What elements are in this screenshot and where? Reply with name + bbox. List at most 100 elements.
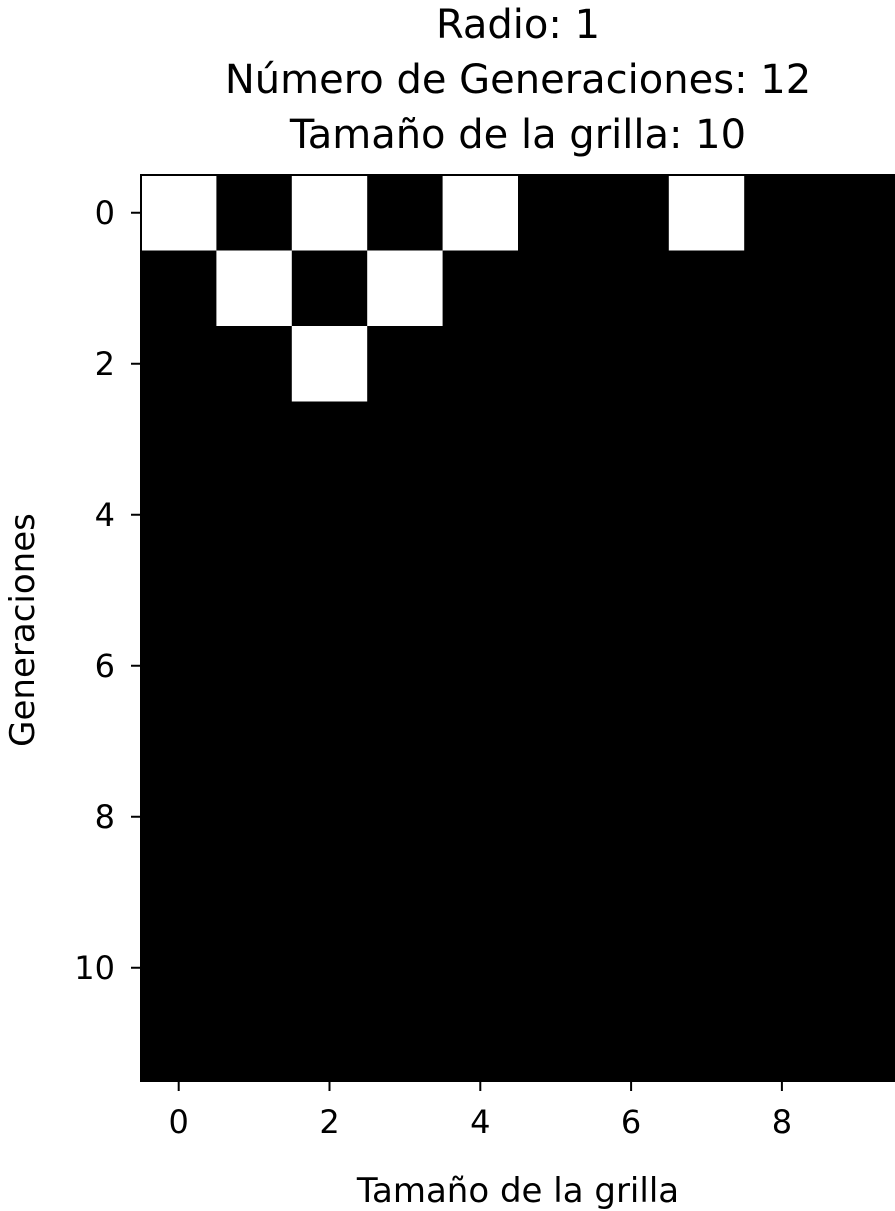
- heatmap-cell-r9-c8: [744, 854, 821, 931]
- heatmap-cell-r0-c7: [668, 175, 745, 252]
- heatmap-cell-r8-c1: [216, 779, 293, 856]
- heatmap-cell-r7-c5: [518, 703, 594, 780]
- heatmap-cell-r3-c4: [442, 401, 519, 478]
- heatmap-cell-r11-c7: [668, 1005, 745, 1082]
- heatmap-cell-r5-c2: [291, 552, 368, 629]
- heatmap-cell-r8-c9: [819, 779, 895, 856]
- heatmap-cell-r1-c3: [367, 250, 444, 327]
- heatmap-cell-r8-c5: [518, 779, 594, 856]
- heatmap-cell-r1-c2: [291, 250, 368, 327]
- y-tick-label-2: 2: [95, 345, 115, 383]
- heatmap-cell-r2-c7: [668, 326, 745, 403]
- heatmap-cell-r7-c9: [819, 703, 895, 780]
- heatmap-cell-r9-c9: [819, 854, 895, 931]
- y-tick-label-6: 6: [95, 647, 115, 685]
- y-tick-label-4: 4: [95, 496, 115, 534]
- heatmap-cell-r4-c6: [593, 477, 670, 554]
- heatmap-cell-r9-c2: [291, 854, 368, 931]
- heatmap-cell-r11-c6: [593, 1005, 670, 1082]
- heatmap-cell-r1-c1: [216, 250, 293, 327]
- heatmap-cell-r3-c5: [518, 401, 594, 478]
- x-tick-label-6: 6: [621, 1103, 641, 1141]
- heatmap-cell-r3-c1: [216, 401, 293, 478]
- heatmap-cell-r6-c5: [518, 628, 594, 705]
- heatmap-cell-r3-c8: [744, 401, 821, 478]
- heatmap-cell-r2-c1: [216, 326, 293, 403]
- y-axis-label: Generaciones: [3, 513, 43, 747]
- heatmap-cell-r4-c1: [216, 477, 293, 554]
- x-tick-label-8: 8: [772, 1103, 792, 1141]
- heatmap-cell-r3-c0: [141, 401, 217, 478]
- heatmap-cell-r10-c4: [442, 930, 519, 1007]
- heatmap-cell-r11-c5: [518, 1005, 594, 1082]
- heatmap-cell-r6-c1: [216, 628, 293, 705]
- heatmap-cell-r8-c2: [291, 779, 368, 856]
- heatmap-cell-r6-c3: [367, 628, 444, 705]
- heatmap-cell-r3-c9: [819, 401, 895, 478]
- heatmap-cell-r5-c1: [216, 552, 293, 629]
- heatmap-cell-r1-c0: [141, 250, 217, 327]
- y-tick-label-8: 8: [95, 798, 115, 836]
- heatmap-cell-r0-c8: [744, 175, 821, 252]
- y-tick-label-10: 10: [74, 949, 115, 987]
- heatmap-cell-r10-c9: [819, 930, 895, 1007]
- heatmap-cell-r0-c0: [141, 175, 217, 252]
- heatmap-cell-r2-c8: [744, 326, 821, 403]
- heatmap-cell-r8-c0: [141, 779, 217, 856]
- heatmap-cell-r2-c4: [442, 326, 519, 403]
- heatmap-cell-r5-c4: [442, 552, 519, 629]
- heatmap-cell-r4-c0: [141, 477, 217, 554]
- heatmap-cell-r4-c3: [367, 477, 444, 554]
- heatmap-cell-r3-c2: [291, 401, 368, 478]
- heatmap-cell-r11-c1: [216, 1005, 293, 1082]
- heatmap-cell-r0-c5: [518, 175, 594, 252]
- heatmap-cell-r5-c0: [141, 552, 217, 629]
- heatmap-cell-r7-c3: [367, 703, 444, 780]
- heatmap-cell-r10-c1: [216, 930, 293, 1007]
- heatmap-cell-r4-c4: [442, 477, 519, 554]
- heatmap-cell-r5-c8: [744, 552, 821, 629]
- heatmap-cell-r10-c6: [593, 930, 670, 1007]
- heatmap-cell-r5-c7: [668, 552, 745, 629]
- heatmap-cell-r10-c3: [367, 930, 444, 1007]
- title-line-3: Tamaño de la grilla: 10: [289, 112, 746, 158]
- heatmap-cell-r0-c3: [367, 175, 444, 252]
- heatmap-cell-r2-c3: [367, 326, 444, 403]
- heatmap-cell-r2-c5: [518, 326, 594, 403]
- heatmap-cell-r7-c1: [216, 703, 293, 780]
- heatmap-cell-r5-c6: [593, 552, 670, 629]
- plot-frame: [140, 174, 895, 1082]
- heatmap-cell-r11-c9: [819, 1005, 895, 1082]
- title-line-2: Número de Generaciones: 12: [225, 57, 811, 103]
- heatmap-cell-r7-c6: [593, 703, 670, 780]
- heatmap-cell-r3-c3: [367, 401, 444, 478]
- heatmap-cell-r8-c4: [442, 779, 519, 856]
- heatmap-cell-r5-c3: [367, 552, 444, 629]
- heatmap-cell-r6-c6: [593, 628, 670, 705]
- heatmap-cell-r6-c0: [141, 628, 217, 705]
- heatmap-cell-r10-c7: [668, 930, 745, 1007]
- heatmap-cell-r3-c7: [668, 401, 745, 478]
- heatmap-cell-r8-c7: [668, 779, 745, 856]
- heatmap-cell-r1-c4: [442, 250, 519, 327]
- heatmap-cell-r4-c5: [518, 477, 594, 554]
- heatmap-cell-r10-c8: [744, 930, 821, 1007]
- heatmap-cell-r8-c3: [367, 779, 444, 856]
- x-tick-label-0: 0: [169, 1103, 189, 1141]
- heatmap-cell-r9-c1: [216, 854, 293, 931]
- heatmap-cell-r5-c9: [819, 552, 895, 629]
- heatmap-cell-r11-c8: [744, 1005, 821, 1082]
- heatmap-cell-r9-c4: [442, 854, 519, 931]
- heatmap-cell-r7-c2: [291, 703, 368, 780]
- heatmap-cell-r6-c2: [291, 628, 368, 705]
- heatmap-cell-r4-c9: [819, 477, 895, 554]
- axes: 0 2 4 6 8 0 2 4 6 8 10: [74, 174, 895, 1141]
- heatmap-cell-r8-c6: [593, 779, 670, 856]
- heatmap-cell-r10-c5: [518, 930, 594, 1007]
- heatmap-cell-r6-c9: [819, 628, 895, 705]
- heatmap-cell-r10-c2: [291, 930, 368, 1007]
- heatmap-cell-r0-c2: [291, 175, 368, 252]
- heatmap-cell-r1-c8: [744, 250, 821, 327]
- heatmap-cell-r7-c4: [442, 703, 519, 780]
